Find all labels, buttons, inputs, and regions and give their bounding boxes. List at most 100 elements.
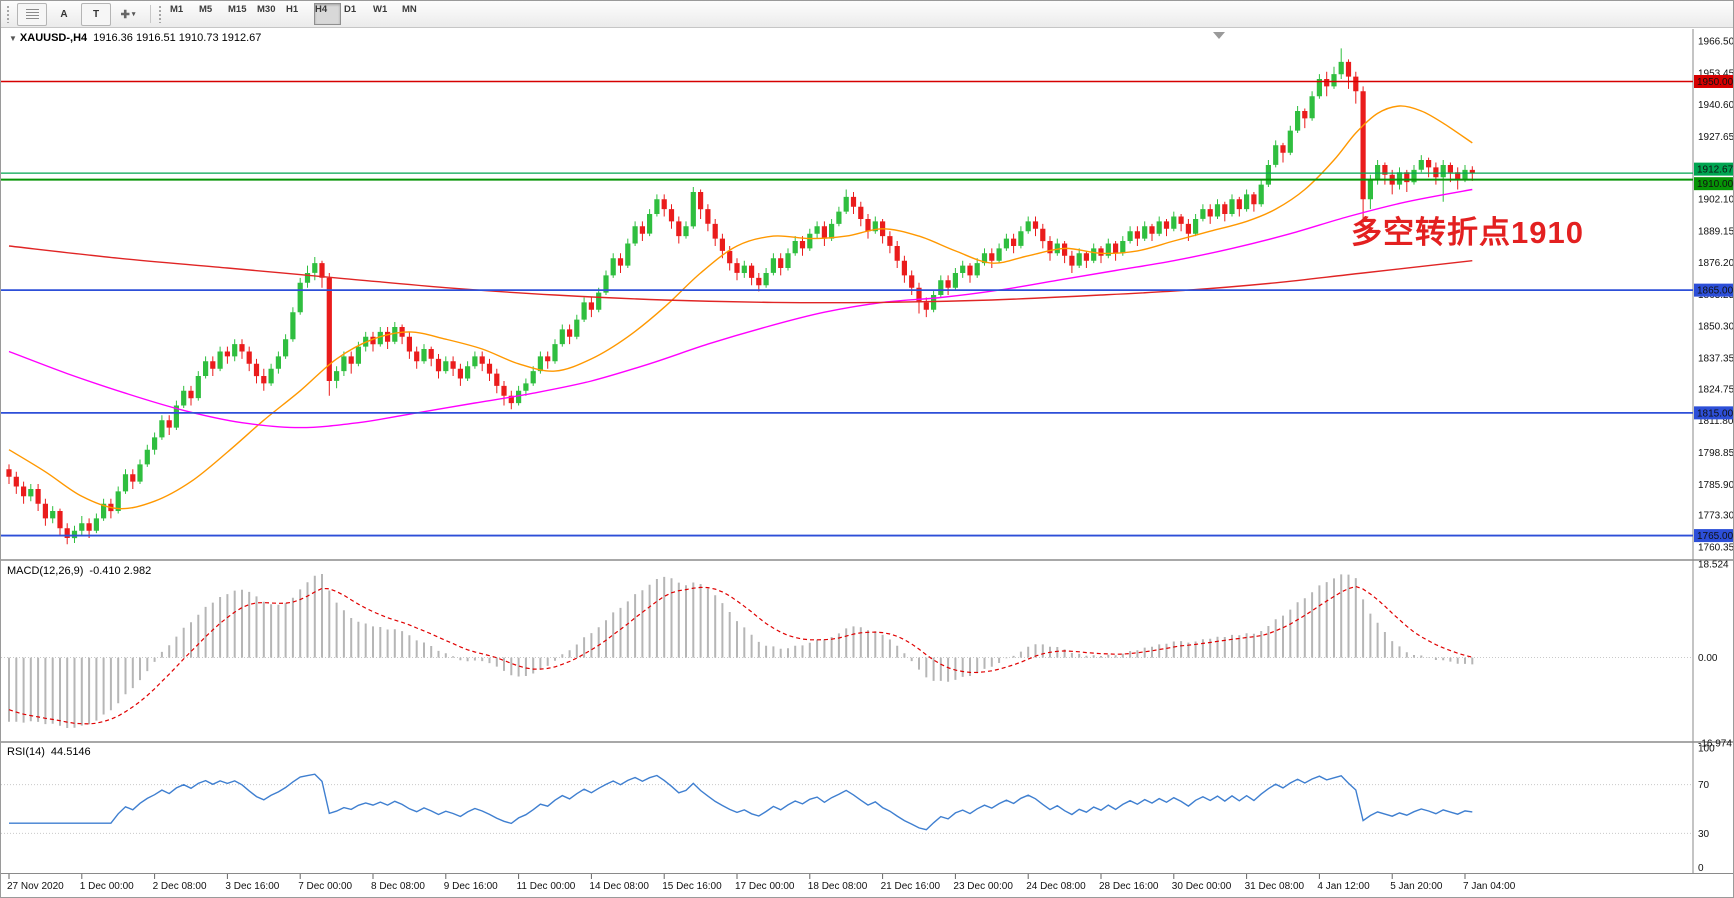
- time-axis-border: [1, 873, 1733, 874]
- svg-text:7 Jan 04:00: 7 Jan 04:00: [1463, 881, 1516, 892]
- svg-text:1773.30: 1773.30: [1698, 511, 1734, 522]
- svg-text:30 Dec 00:00: 30 Dec 00:00: [1172, 881, 1232, 892]
- svg-text:11 Dec 00:00: 11 Dec 00:00: [517, 881, 576, 892]
- ma-slow-red: [8, 245, 1473, 304]
- symbol-period-label: XAUUSD-,H4: [19, 32, 88, 44]
- rsi-indicator-label: RSI(14) 44.5146: [7, 746, 91, 758]
- svg-text:30: 30: [1698, 829, 1710, 840]
- svg-text:1912.67: 1912.67: [1697, 165, 1734, 176]
- timeframe-toolbar: M1 M5 M15 M30 H1 H4 D1 W1 MN: [168, 3, 429, 25]
- svg-text:1876.20: 1876.20: [1698, 258, 1734, 269]
- price-tag: 1865.00: [1694, 283, 1734, 297]
- svg-text:17 Dec 00:00: 17 Dec 00:00: [735, 881, 795, 892]
- svg-text:100: 100: [1698, 744, 1715, 755]
- templates-icon: [25, 8, 39, 20]
- svg-text:23 Dec 00:00: 23 Dec 00:00: [953, 881, 1013, 892]
- svg-text:-16.974: -16.974: [1698, 739, 1732, 750]
- svg-text:1910.00: 1910.00: [1697, 179, 1734, 190]
- svg-text:27 Nov 2020: 27 Nov 2020: [7, 881, 64, 892]
- draw-text-button[interactable]: A: [60, 8, 68, 20]
- price-tag: 1815.00: [1694, 406, 1734, 420]
- timeframe-button-MN[interactable]: MN: [402, 4, 417, 15]
- svg-text:1850.30: 1850.30: [1698, 322, 1734, 333]
- ma-mid-magenta: [8, 188, 1473, 429]
- svg-text:31 Dec 08:00: 31 Dec 08:00: [1245, 881, 1305, 892]
- expand-arrow-icon[interactable]: ▼: [9, 34, 17, 43]
- macd-histogram: [8, 574, 1474, 728]
- svg-text:1798.85: 1798.85: [1698, 448, 1734, 459]
- macd-signal-line: [8, 585, 1473, 725]
- timeframe-button-H4[interactable]: H4: [314, 3, 341, 25]
- ohlc-values: 1916.36 1916.51 1910.73 1912.67: [93, 32, 262, 44]
- rsi-name: RSI(14): [7, 746, 45, 758]
- svg-text:3 Dec 16:00: 3 Dec 16:00: [225, 881, 279, 892]
- toolbar-separator: [150, 5, 151, 23]
- price-tag: 1912.67: [1694, 162, 1734, 176]
- chart-ohlc-label: ▼ XAUUSD-,H4 1916.36 1916.51 1910.73 1912.…: [9, 32, 261, 44]
- svg-text:24 Dec 08:00: 24 Dec 08:00: [1026, 881, 1086, 892]
- svg-text:0.00: 0.00: [1698, 653, 1718, 664]
- panel-splitter[interactable]: [1, 741, 1734, 743]
- svg-text:1785.90: 1785.90: [1698, 480, 1734, 491]
- svg-text:1966.50: 1966.50: [1698, 37, 1734, 48]
- svg-text:9 Dec 16:00: 9 Dec 16:00: [444, 881, 498, 892]
- macd-values: -0.410 2.982: [89, 565, 152, 577]
- svg-text:18.524: 18.524: [1698, 560, 1729, 571]
- horizontal-lines[interactable]: [1, 80, 1693, 537]
- svg-text:18 Dec 08:00: 18 Dec 08:00: [808, 881, 868, 892]
- svg-text:14 Dec 08:00: 14 Dec 08:00: [589, 881, 649, 892]
- timeframe-button-M15[interactable]: M15: [228, 4, 247, 15]
- rsi-line: [9, 773, 1473, 831]
- svg-text:1824.75: 1824.75: [1698, 384, 1734, 395]
- svg-text:15 Dec 16:00: 15 Dec 16:00: [662, 881, 722, 892]
- svg-text:2 Dec 08:00: 2 Dec 08:00: [153, 881, 207, 892]
- ma-fast-orange: [8, 105, 1473, 510]
- panel-splitter[interactable]: [1, 559, 1734, 561]
- svg-text:1815.00: 1815.00: [1697, 408, 1734, 419]
- svg-text:1940.60: 1940.60: [1698, 100, 1734, 111]
- timeframe-button-D1[interactable]: D1: [344, 4, 357, 15]
- svg-text:1760.35: 1760.35: [1698, 543, 1734, 554]
- draw-tools-button[interactable]: ✚ ▾: [113, 3, 143, 26]
- toolbar: A T ✚ ▾ M1 M5 M15 M30 H1 H4 D1 W1 MN: [1, 1, 1733, 28]
- svg-text:1953.45: 1953.45: [1698, 69, 1734, 80]
- timeframe-button-W1[interactable]: W1: [373, 4, 388, 15]
- candlesticks: [6, 48, 1475, 545]
- timeframe-button-M30[interactable]: M30: [257, 4, 276, 15]
- svg-text:1902.10: 1902.10: [1698, 195, 1734, 206]
- svg-text:28 Dec 16:00: 28 Dec 16:00: [1099, 881, 1159, 892]
- svg-text:1889.15: 1889.15: [1698, 226, 1734, 237]
- time-axis[interactable]: 27 Nov 2020 1 Dec 00:00 2 Dec 08:00 3 Dec 1…: [7, 874, 1516, 892]
- price-tag: 1950.00: [1694, 74, 1734, 88]
- svg-text:1865.00: 1865.00: [1697, 286, 1734, 297]
- chart-text-annotation[interactable]: 多空转折点1910: [1351, 215, 1584, 250]
- timeframe-button-H1[interactable]: H1: [286, 4, 299, 15]
- toolbar-grip[interactable]: [6, 5, 11, 23]
- svg-text:21 Dec 16:00: 21 Dec 16:00: [881, 881, 941, 892]
- svg-text:1950.00: 1950.00: [1697, 77, 1734, 88]
- svg-text:0: 0: [1698, 863, 1704, 874]
- chart-shift-marker[interactable]: [1213, 32, 1225, 39]
- macd-indicator-label: MACD(12,26,9) -0.410 2.982: [7, 565, 151, 577]
- timeframe-toolbar-grip[interactable]: [158, 5, 163, 23]
- svg-text:1837.35: 1837.35: [1698, 354, 1734, 365]
- macd-name: MACD(12,26,9): [7, 565, 84, 577]
- svg-text:8 Dec 08:00: 8 Dec 08:00: [371, 881, 425, 892]
- svg-text:1 Dec 00:00: 1 Dec 00:00: [80, 881, 134, 892]
- rsi-values: 44.5146: [50, 746, 91, 758]
- svg-text:1811.80: 1811.80: [1698, 416, 1734, 427]
- svg-text:1765.00: 1765.00: [1697, 531, 1734, 542]
- price-tag: 1910.00: [1694, 177, 1734, 191]
- svg-text:5 Jan 20:00: 5 Jan 20:00: [1390, 881, 1443, 892]
- price-tag: 1765.00: [1694, 529, 1734, 543]
- templates-button[interactable]: [17, 2, 47, 26]
- shapes-icon: ✚: [120, 8, 130, 21]
- timeframe-button-M5[interactable]: M5: [199, 4, 213, 15]
- svg-text:1927.65: 1927.65: [1698, 132, 1734, 143]
- timeframe-button-M1[interactable]: M1: [170, 4, 184, 15]
- svg-text:7 Dec 00:00: 7 Dec 00:00: [298, 881, 352, 892]
- text-tool-button[interactable]: T: [81, 2, 111, 26]
- svg-text:70: 70: [1698, 780, 1710, 791]
